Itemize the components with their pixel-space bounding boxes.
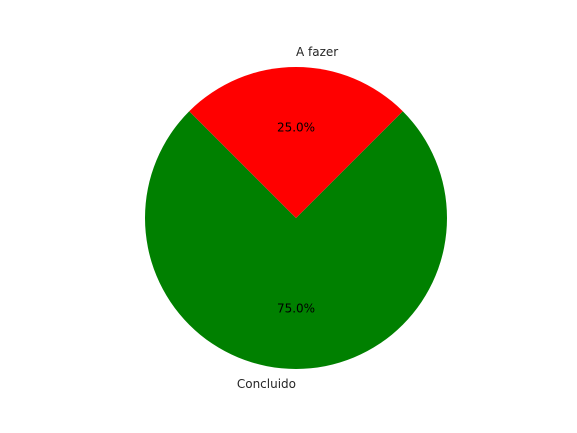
slice-label-a-fazer: A fazer <box>296 45 338 59</box>
pie-slice-concluido <box>145 111 448 370</box>
slices-layer <box>145 67 448 370</box>
slice-label-concluido: Concluido <box>237 377 296 391</box>
labels-layer: 75.0% Concluido 25.0% A fazer <box>237 45 338 391</box>
slice-percent-a-fazer: 25.0% <box>277 120 315 134</box>
slice-percent-concluido: 75.0% <box>277 302 315 316</box>
pie-slice-a-fazer <box>189 67 403 219</box>
